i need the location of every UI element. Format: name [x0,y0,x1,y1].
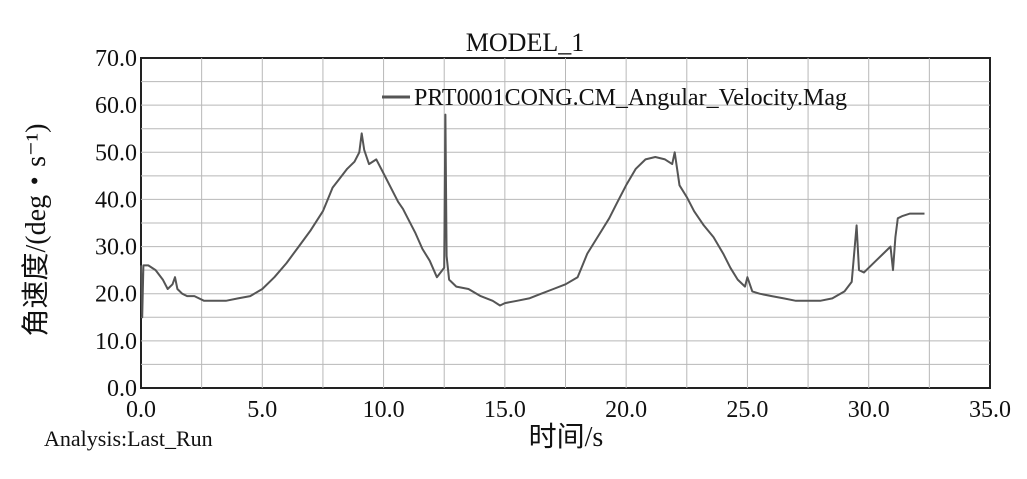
y-tick-label: 40.0 [95,187,137,213]
grid [141,58,990,388]
series-line [140,113,925,319]
x-tick-label: 25.0 [726,397,768,423]
x-tick-label: 10.0 [363,397,405,423]
y-tick-label: 0.0 [107,376,137,402]
y-tick-label: 10.0 [95,329,137,355]
chart-title: MODEL_1 [466,28,584,57]
y-tick-label: 20.0 [95,282,137,308]
analysis-label: Analysis:Last_Run [44,426,213,451]
y-tick-label: 30.0 [95,235,137,261]
y-tick-label: 50.0 [95,140,137,166]
y-tick-label: 70.0 [95,46,137,72]
x-tick-label: 15.0 [484,397,526,423]
x-tick-label: 30.0 [848,397,890,423]
axes: 0.0 5.0 10.0 15.0 20.0 25.0 30.0 35.0 0.0 10.0 20.… [95,46,1011,423]
series-layer [140,113,925,319]
x-tick-label: 0.0 [126,397,156,423]
x-tick-label: 5.0 [247,397,277,423]
legend: PRT0001CONG.CM_Angular_Velocity.Mag [382,85,847,111]
y-axis-label: 角速度/(deg・s⁻¹) [20,124,52,337]
x-tick-label: 20.0 [605,397,647,423]
y-tick-label: 60.0 [95,93,137,119]
x-tick-label: 35.0 [969,397,1011,423]
x-axis-label: 时间/s [529,421,604,453]
legend-label: PRT0001CONG.CM_Angular_Velocity.Mag [414,85,847,111]
